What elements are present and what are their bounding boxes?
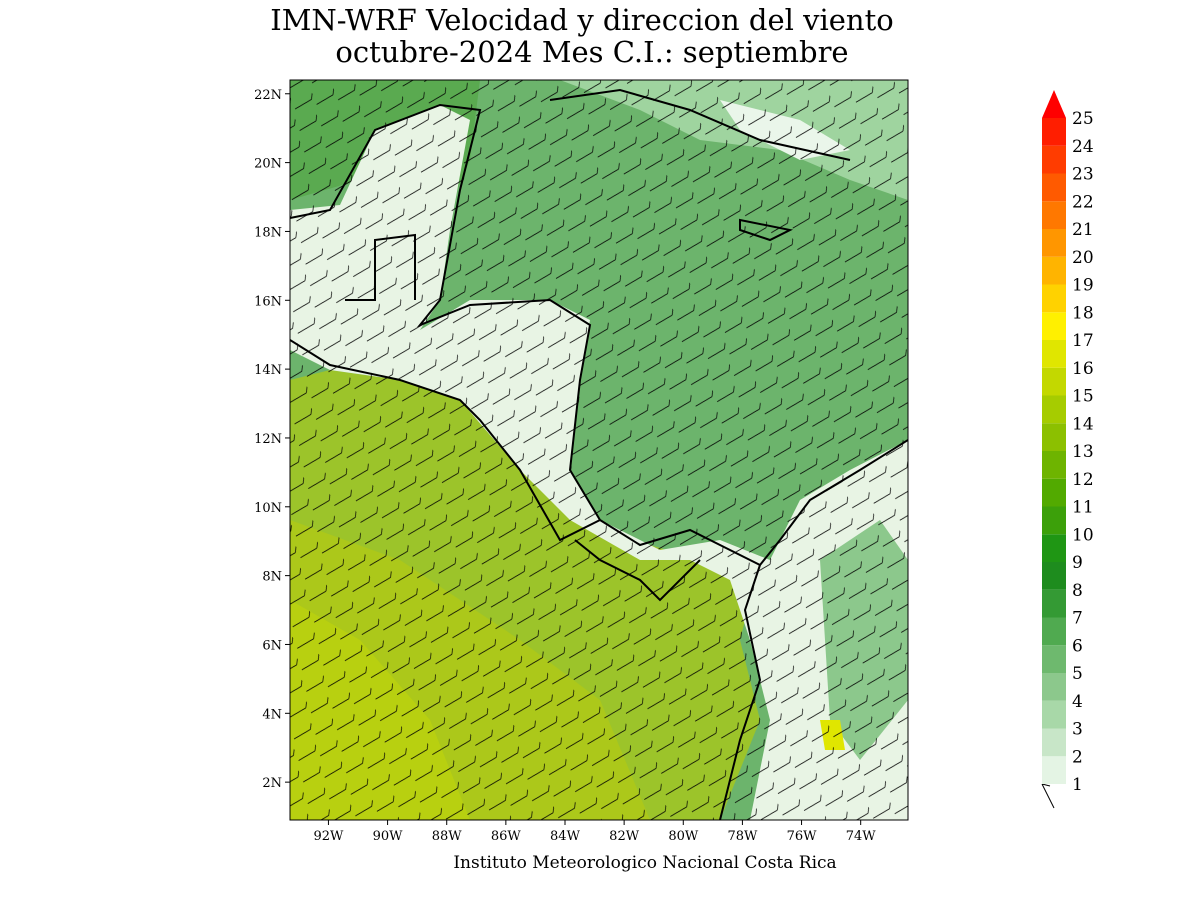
colorbar-box [1042, 700, 1066, 729]
colorbar-label: 6 [1072, 636, 1083, 656]
wind-map [290, 80, 908, 820]
colorbar-label: 9 [1072, 553, 1083, 573]
colorbar-label: 11 [1072, 498, 1094, 518]
colorbar-label: 4 [1072, 692, 1083, 712]
colorbar-box [1042, 145, 1066, 174]
colorbar-label: 24 [1072, 137, 1094, 157]
colorbar-label: 10 [1072, 525, 1094, 545]
colorbar-box [1042, 201, 1066, 229]
colorbar-label: 25 [1072, 109, 1094, 129]
lat-label: 12N [254, 432, 282, 447]
lon-label: 92W [313, 829, 344, 844]
colorbar-box [1042, 673, 1066, 701]
colorbar-box [1042, 118, 1066, 146]
colorbar-label: 7 [1072, 609, 1083, 629]
colorbar-label: 22 [1072, 192, 1094, 212]
colorbar-box [1042, 451, 1066, 479]
colorbar-box [1042, 756, 1066, 784]
colorbar-box [1042, 173, 1066, 202]
lon-label: 88W [432, 829, 463, 844]
colorbar-label: 8 [1072, 581, 1083, 601]
colorbar-label: 23 [1072, 165, 1094, 185]
lat-label: 10N [254, 501, 282, 516]
colorbar-label: 2 [1072, 747, 1083, 767]
colorbar-box [1042, 617, 1066, 646]
colorbar-box [1042, 534, 1066, 562]
lat-label: 22N [254, 88, 282, 103]
lat-label: 6N [262, 638, 282, 653]
colorbar-box [1042, 728, 1066, 757]
lat-label: 18N [254, 225, 282, 240]
colorbar-box [1042, 423, 1066, 451]
lon-label: 82W [609, 829, 640, 844]
colorbar-box [1042, 229, 1066, 257]
colorbar-box [1042, 589, 1066, 618]
colorbar-box [1042, 340, 1066, 368]
colorbar-label: 5 [1072, 664, 1083, 684]
lon-label: 86W [491, 829, 522, 844]
colorbar-label: 18 [1072, 303, 1094, 323]
colorbar-label: 15 [1072, 387, 1094, 407]
lat-label: 8N [262, 570, 282, 585]
colorbar-box [1042, 312, 1066, 340]
colorbar-under [1041, 783, 1055, 809]
lat-label: 4N [262, 707, 282, 722]
lon-label: 76W [787, 829, 818, 844]
colorbar-box [1042, 506, 1066, 535]
lon-label: 90W [373, 829, 404, 844]
lat-label: 16N [254, 294, 282, 309]
footer: Instituto Meteorologico Nacional Costa R… [453, 853, 836, 873]
colorbar-box [1042, 645, 1066, 673]
colorbar-label: 13 [1072, 442, 1094, 462]
colorbar-label: 20 [1072, 248, 1094, 268]
colorbar-box [1042, 284, 1066, 313]
title-line-2: octubre-2024 Mes C.I.: septiembre [335, 35, 848, 69]
lat-label: 20N [254, 157, 282, 172]
colorbar-label: 16 [1072, 359, 1094, 379]
colorbar-label: 21 [1072, 220, 1094, 240]
colorbar-label: 19 [1072, 276, 1094, 296]
colorbar-box [1042, 562, 1066, 590]
lon-label: 78W [727, 829, 758, 844]
lat-label: 2N [262, 776, 282, 791]
colorbar-over [1042, 90, 1066, 118]
colorbar-label: 14 [1072, 414, 1094, 434]
colorbar-box [1042, 478, 1066, 507]
lon-label: 80W [668, 829, 699, 844]
lon-label: 74W [846, 829, 877, 844]
colorbar-box [1042, 256, 1066, 285]
colorbar-box [1042, 367, 1066, 396]
colorbar-box [1042, 395, 1066, 424]
colorbar-label: 3 [1072, 720, 1083, 740]
title-line-1: IMN-WRF Velocidad y direccion del viento [270, 3, 893, 37]
lon-label: 84W [550, 829, 581, 844]
lat-label: 14N [254, 363, 282, 378]
map-frame [289, 79, 909, 821]
colorbar-label: 17 [1072, 331, 1094, 351]
colorbar-label: 1 [1072, 775, 1083, 795]
colorbar-label: 12 [1072, 470, 1094, 490]
